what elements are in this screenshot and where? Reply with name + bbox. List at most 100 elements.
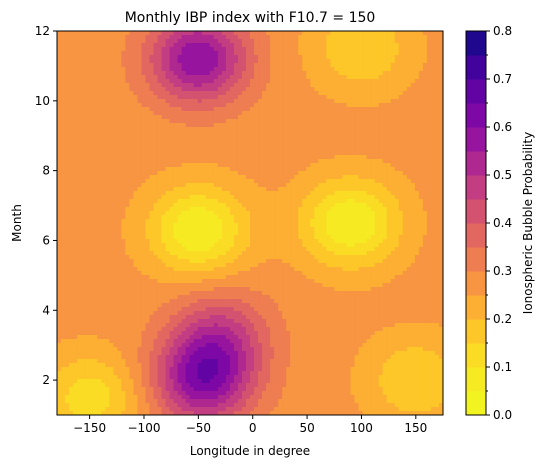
contour-cell <box>229 207 235 212</box>
contour-cell <box>302 167 307 172</box>
contour-cell <box>137 231 143 236</box>
contour-cell <box>89 223 94 228</box>
contour-cell <box>338 187 344 192</box>
contour-cell <box>370 91 376 96</box>
contour-cell <box>181 231 187 236</box>
contour-cell <box>101 215 106 220</box>
contour-cell <box>117 195 122 200</box>
contour-cell <box>153 215 159 220</box>
contour-cell <box>73 119 78 124</box>
contour-cell <box>101 79 106 84</box>
contour-cell <box>189 107 195 112</box>
contour-cell <box>374 75 380 80</box>
contour-cell <box>278 135 283 140</box>
contour-cell <box>438 83 443 88</box>
contour-cell <box>434 163 440 168</box>
contour-cell <box>290 119 295 124</box>
contour-cell <box>137 39 143 44</box>
contour-cell <box>354 203 360 208</box>
contour-cell <box>145 195 151 200</box>
contour-cell <box>266 107 271 112</box>
contour-cell <box>350 59 356 64</box>
contour-cell <box>125 231 130 236</box>
contour-cell <box>366 143 372 148</box>
contour-cell <box>225 139 231 144</box>
contour-cell <box>390 99 396 104</box>
contour-cell <box>161 155 167 160</box>
contour-cell <box>370 219 376 224</box>
contour-cell <box>342 215 348 220</box>
contour-cell <box>290 195 295 200</box>
contour-cell <box>201 227 207 232</box>
contour-cell <box>113 155 118 160</box>
contour-cell <box>165 215 171 220</box>
contour-cell <box>386 155 392 160</box>
contour-cell <box>274 39 279 44</box>
contour-cell <box>73 219 78 224</box>
contour-cell <box>262 135 267 140</box>
contour-cell <box>129 71 134 76</box>
contour-cell <box>185 75 191 80</box>
contour-cell <box>57 143 62 148</box>
contour-cell <box>378 187 384 192</box>
contour-cell <box>193 51 199 56</box>
contour-cell <box>161 159 167 164</box>
contour-cell <box>61 223 66 228</box>
contour-cell <box>65 227 70 232</box>
contour-cell <box>205 123 211 128</box>
contour-cell <box>133 195 139 200</box>
contour-cell <box>306 147 311 152</box>
contour-cell <box>350 167 356 172</box>
contour-cell <box>390 55 396 60</box>
contour-cell <box>169 39 175 44</box>
contour-cell <box>109 143 114 148</box>
contour-cell <box>338 215 344 220</box>
contour-cell <box>378 59 384 64</box>
contour-cell <box>258 199 263 204</box>
contour-cell <box>314 91 319 96</box>
contour-cell <box>77 139 82 144</box>
contour-cell <box>93 91 98 96</box>
contour-cell <box>77 143 82 148</box>
contour-cell <box>73 123 78 128</box>
contour-cell <box>426 91 432 96</box>
contour-cell <box>117 107 122 112</box>
contour-cell <box>241 35 247 40</box>
contour-cell <box>213 123 219 128</box>
contour-cell <box>266 195 271 200</box>
contour-cell <box>366 215 372 220</box>
contour-cell <box>129 83 134 88</box>
contour-cell <box>414 223 420 228</box>
contour-cell <box>181 83 187 88</box>
contour-cell <box>274 51 279 56</box>
contour-cell <box>201 43 207 48</box>
contour-cell <box>330 107 336 112</box>
contour-cell <box>173 107 179 112</box>
contour-cell <box>225 215 231 220</box>
contour-cell <box>237 195 243 200</box>
contour-cell <box>362 223 368 228</box>
contour-cell <box>189 147 195 152</box>
contour-cell <box>89 63 94 68</box>
contour-cell <box>422 231 428 236</box>
contour-cell <box>153 183 159 188</box>
contour-cell <box>338 87 344 92</box>
contour-cell <box>278 59 283 64</box>
contour-cell <box>370 183 376 188</box>
contour-cell <box>113 99 118 104</box>
contour-cell <box>306 231 311 236</box>
contour-cell <box>398 175 404 180</box>
contour-cell <box>145 71 151 76</box>
contour-cell <box>322 83 327 88</box>
contour-cell <box>294 139 299 144</box>
contour-cell <box>157 199 163 204</box>
contour-cell <box>57 191 62 196</box>
contour-cell <box>354 139 360 144</box>
contour-cell <box>221 63 227 68</box>
contour-cell <box>250 183 255 188</box>
contour-cell <box>342 159 348 164</box>
contour-cell <box>422 119 428 124</box>
contour-cell <box>165 131 171 136</box>
contour-cell <box>362 167 368 172</box>
contour-cell <box>209 227 215 232</box>
